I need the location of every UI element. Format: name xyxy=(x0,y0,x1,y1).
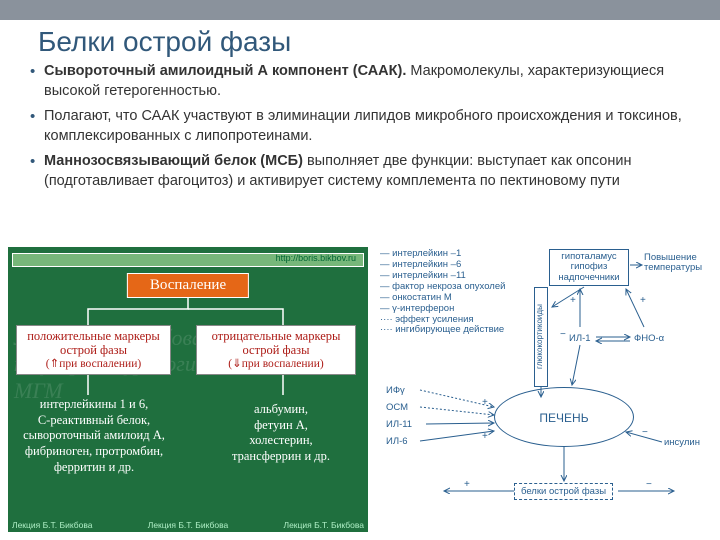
top-bar xyxy=(0,0,720,20)
insulin-label: инсулин xyxy=(664,437,700,448)
cytokine-legend: — интерлейкин –1 — интерлейкин –6 — инте… xyxy=(380,249,505,336)
svg-text:−: − xyxy=(560,329,566,340)
svg-text:−: − xyxy=(642,427,648,438)
svg-text:+: + xyxy=(570,295,576,306)
positive-markers-text: интерлейкины 1 и 6,С-реактивный белок,сы… xyxy=(14,397,174,475)
slide-title: Белки острой фазы xyxy=(0,20,720,62)
credit-row: Лекция Б.Т. Бикбова Лекция Б.Т. Бикбова … xyxy=(12,520,364,530)
bullet-item: Маннозосвязывающий белок (МСБ) выполняет… xyxy=(30,152,690,191)
svg-text:−: − xyxy=(646,479,652,490)
hpa-box: гипоталамусгипофизнадпочечники xyxy=(549,249,629,286)
input-osm: ОСМ xyxy=(386,402,408,413)
bullet-item: Сывороточный амилоидный А компонент (САА… xyxy=(30,62,690,101)
diagram-row: http://boris.bikbov.ru Лекция Б.Т. Бикбо… xyxy=(8,247,712,532)
bullet-item: Полагают, что СААК участвуют в элиминаци… xyxy=(30,107,690,146)
temperature-label: Повышениетемпературы xyxy=(644,253,714,274)
fno-label: ФНО-α xyxy=(634,333,664,344)
negative-markers-box: отрицательные маркеры острой фазы (⇓при … xyxy=(196,325,356,375)
liver-node: ПЕЧЕНЬ xyxy=(494,387,634,447)
svg-text:+: + xyxy=(464,479,470,490)
input-il11: ИЛ-11 xyxy=(386,419,412,430)
bullet-list: Сывороточный амилоидный А компонент (САА… xyxy=(0,62,720,191)
input-ifg: ИФγ xyxy=(386,385,405,396)
input-il6: ИЛ-6 xyxy=(386,436,408,447)
svg-text:+: + xyxy=(482,431,488,442)
liver-diagram: — интерлейкин –1 — интерлейкин –6 — инте… xyxy=(374,247,712,532)
acute-phase-proteins-box: белки острой фазы xyxy=(514,483,613,500)
svg-text:+: + xyxy=(640,295,646,306)
inflammation-diagram: http://boris.bikbov.ru Лекция Б.Т. Бикбо… xyxy=(8,247,368,532)
svg-text:+: + xyxy=(482,397,488,408)
connector-lines xyxy=(8,247,368,532)
positive-markers-box: положительные маркеры острой фазы (⇑при … xyxy=(16,325,171,375)
glucocorticoids-box: глюкокортикоиды xyxy=(534,287,548,387)
il1-label: ИЛ-1 xyxy=(569,333,591,344)
negative-markers-text: альбумин,фетуин А,холестерин,трансферрин… xyxy=(206,402,356,465)
